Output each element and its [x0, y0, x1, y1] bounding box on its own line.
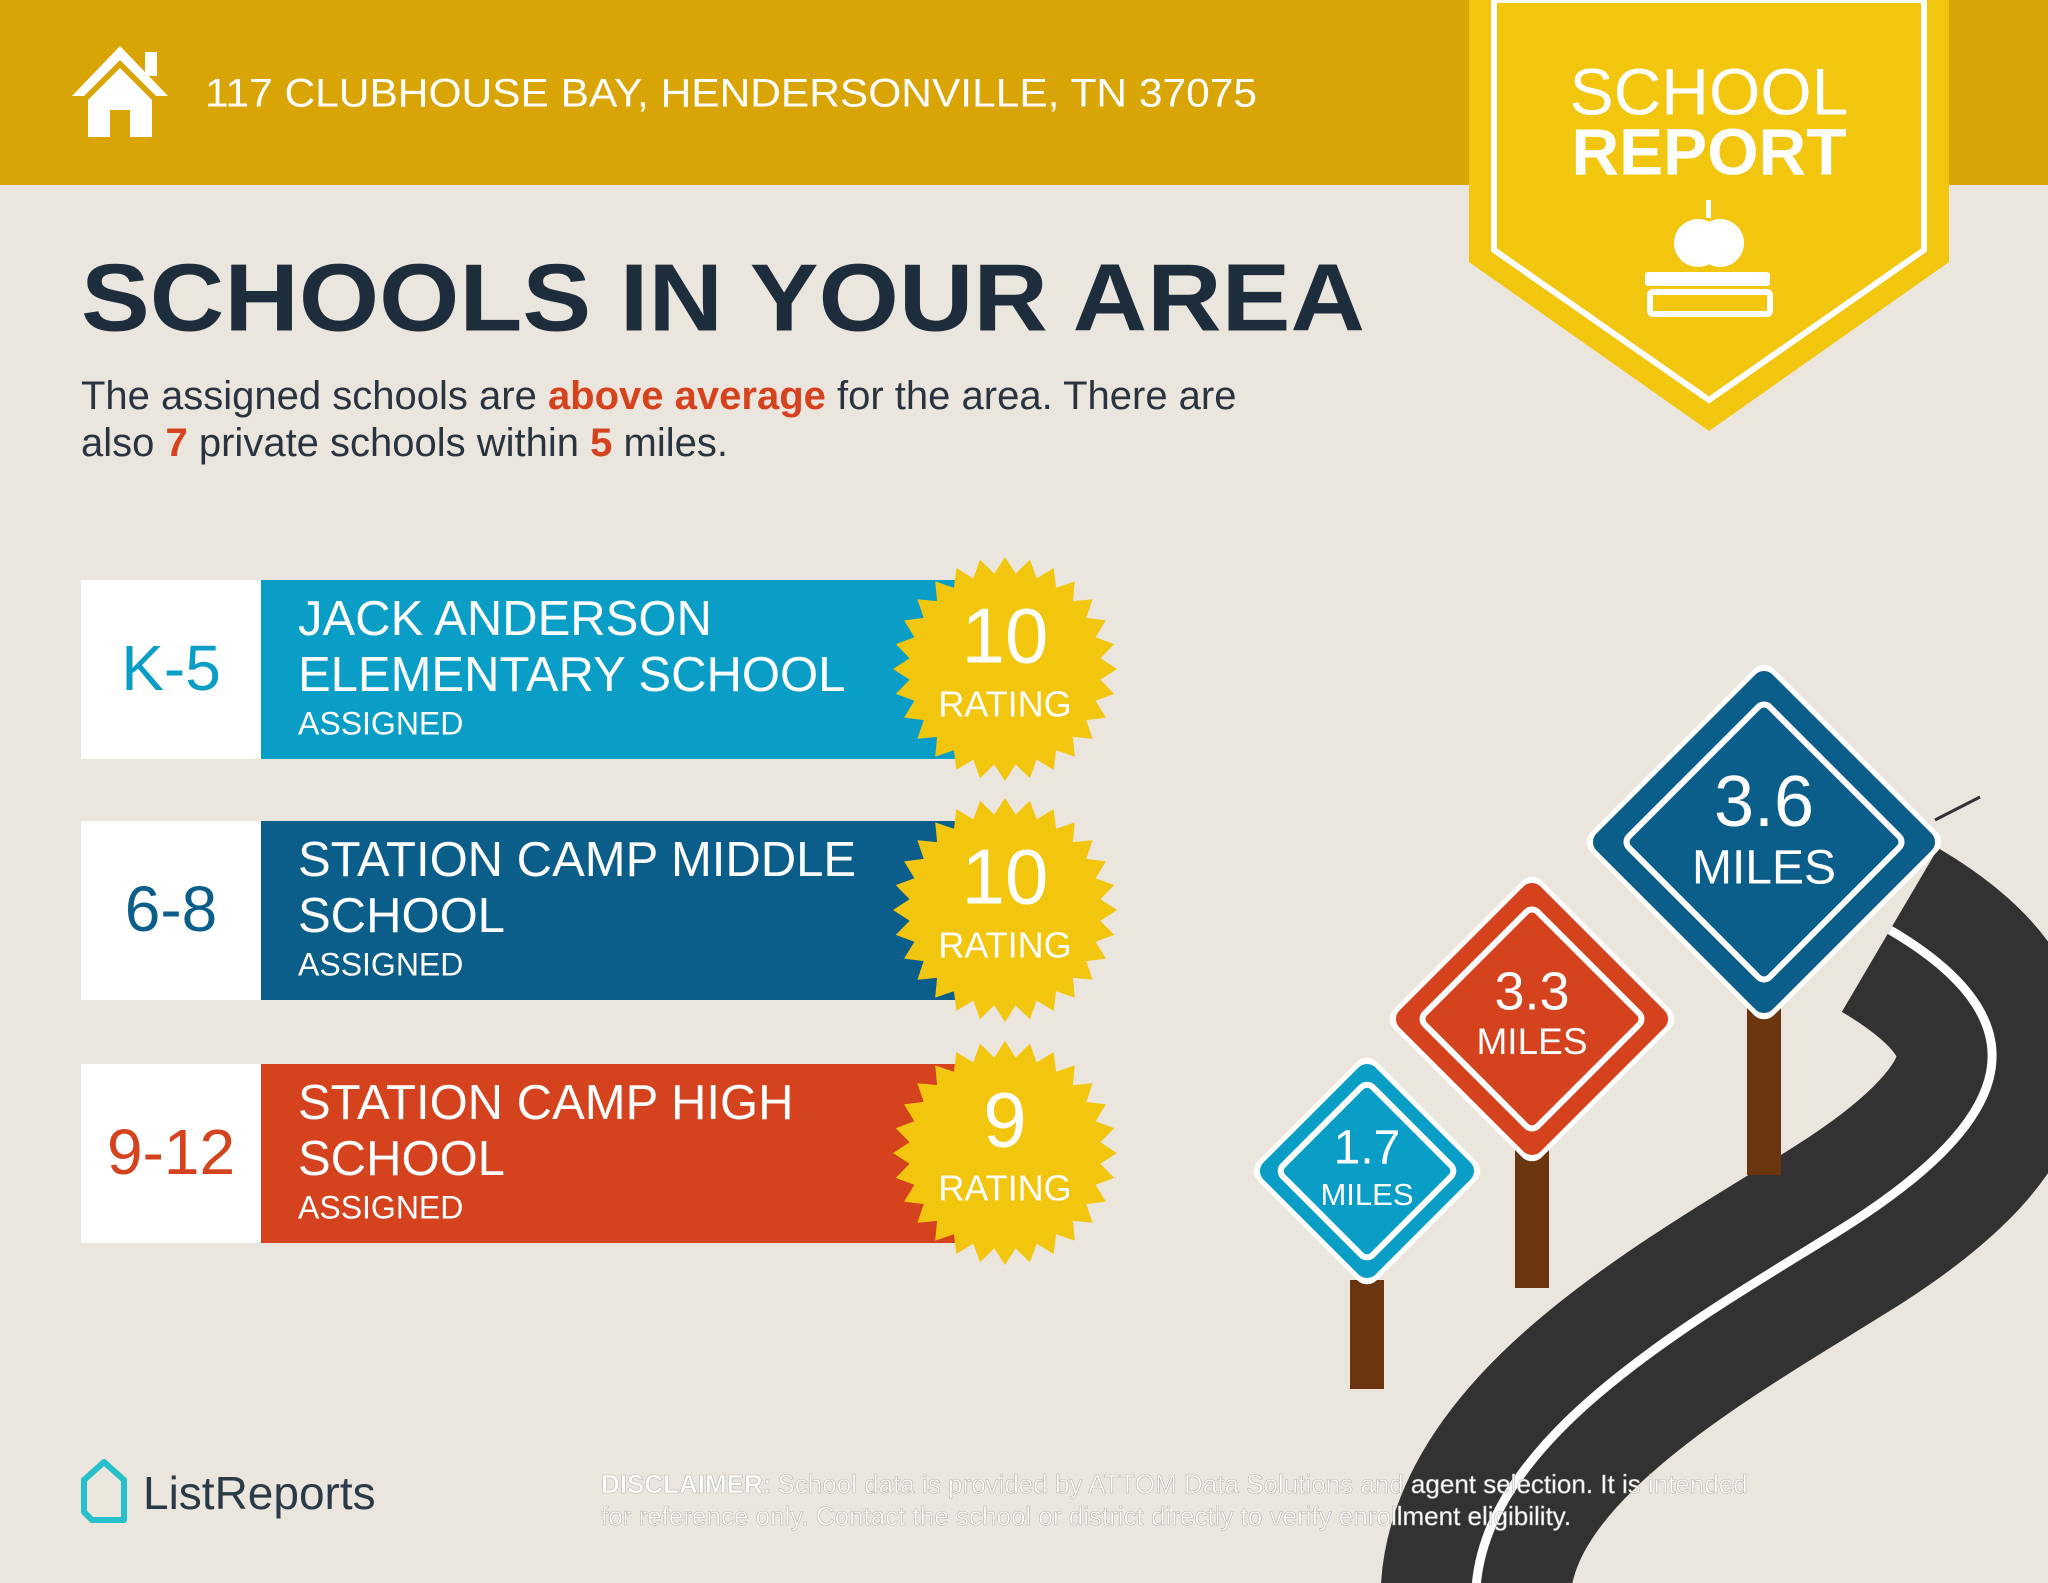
rating-label: RATING — [938, 684, 1071, 725]
book — [1647, 289, 1773, 317]
brand-name: ListReports — [143, 1467, 376, 1519]
sign — [1259, 1063, 1475, 1279]
badge-line: SCHOOL — [1570, 54, 1849, 128]
grade: 6-8 — [125, 873, 218, 945]
apple-stem — [1706, 200, 1711, 218]
subtitle-text: also — [81, 421, 166, 465]
apple-book-icon — [1645, 200, 1773, 317]
school-bar — [261, 580, 966, 759]
school-name: SCHOOL — [298, 889, 505, 943]
rating-label: RATING — [938, 925, 1071, 966]
sign-post — [1350, 1280, 1384, 1389]
sign-inner-line — [1277, 1081, 1457, 1261]
rating-seal — [893, 557, 1117, 781]
sign-post — [1747, 1006, 1781, 1175]
home-icon — [72, 46, 168, 137]
subtitle-highlight: 7 — [166, 421, 188, 465]
home-roof — [72, 46, 168, 96]
rating-seal — [893, 1041, 1117, 1265]
school-status: ASSIGNED — [298, 705, 463, 741]
sign — [1592, 670, 1936, 1014]
rating-value: 9 — [983, 1076, 1026, 1164]
badge-outline — [1491, 0, 1927, 404]
road-edge — [1934, 795, 1981, 822]
rating-value: 10 — [962, 833, 1049, 921]
school-name: JACK ANDERSON — [298, 592, 712, 646]
subtitle-highlight: 5 — [590, 421, 612, 465]
home-chimney — [145, 52, 157, 76]
subtitle-text: for the area. There are — [826, 374, 1237, 418]
subtitle-text: private schools within — [188, 421, 590, 465]
rating-value: 10 — [962, 592, 1049, 680]
sign — [1395, 882, 1669, 1156]
distance-unit: MILES — [1476, 1021, 1587, 1062]
distance-unit: MILES — [1692, 842, 1836, 895]
distance-value: 3.6 — [1714, 762, 1814, 842]
grade: K-5 — [121, 632, 221, 704]
sign-inner-line — [1419, 906, 1645, 1132]
disclaimer-text: School data is provided by ATTOM Data So… — [777, 1469, 1747, 1499]
subtitle-line: The assigned schools are above average f… — [81, 374, 1237, 418]
disclaimer-label: DISCLAIMER: — [601, 1469, 771, 1499]
sign-inner-line — [1623, 701, 1905, 983]
distance-value: 1.7 — [1334, 1122, 1401, 1175]
school-status: ASSIGNED — [298, 946, 463, 982]
rating-label: RATING — [938, 1168, 1071, 1209]
grade-box — [81, 1064, 261, 1243]
school-bar — [261, 1064, 966, 1243]
sign-post — [1515, 1149, 1549, 1288]
subtitle-text: miles. — [612, 421, 728, 465]
school-name: SCHOOL — [298, 1132, 505, 1186]
subtitle-line: also 7 private schools within 5 miles. — [81, 421, 728, 465]
school-bar — [261, 821, 966, 1000]
disclaimer-line: for reference only. Contact the school o… — [601, 1501, 1571, 1531]
subtitle-text: The assigned schools are — [81, 374, 548, 418]
subtitle-highlight: above average — [548, 374, 826, 418]
home-body — [88, 68, 152, 137]
badge: SCHOOL REPORT — [1469, 0, 1949, 431]
grade-box — [81, 821, 261, 1000]
apple — [1696, 219, 1744, 267]
book — [1645, 272, 1770, 286]
address: 117 CLUBHOUSE BAY, HENDERSONVILLE, TN 37… — [205, 72, 1257, 116]
road-line — [1472, 926, 1997, 1583]
disclaimer-line: DISCLAIMER: School data is provided by AT… — [601, 1469, 1748, 1499]
rating-seal — [893, 798, 1117, 1022]
school-name: STATION CAMP HIGH — [298, 1076, 793, 1130]
badge-line: REPORT — [1571, 114, 1846, 188]
distance-value: 3.3 — [1494, 961, 1569, 1021]
grade-box — [81, 580, 261, 759]
road — [1381, 848, 2048, 1583]
school-status: ASSIGNED — [298, 1189, 463, 1225]
brand-logo: ListReports — [81, 1459, 376, 1523]
distance-unit: MILES — [1320, 1177, 1413, 1212]
title: SCHOOLS IN YOUR AREA — [81, 244, 1365, 351]
school-name: STATION CAMP MIDDLE — [298, 833, 856, 887]
brand-icon — [81, 1459, 127, 1523]
school-name: ELEMENTARY SCHOOL — [298, 648, 845, 702]
grade: 9-12 — [107, 1116, 235, 1188]
